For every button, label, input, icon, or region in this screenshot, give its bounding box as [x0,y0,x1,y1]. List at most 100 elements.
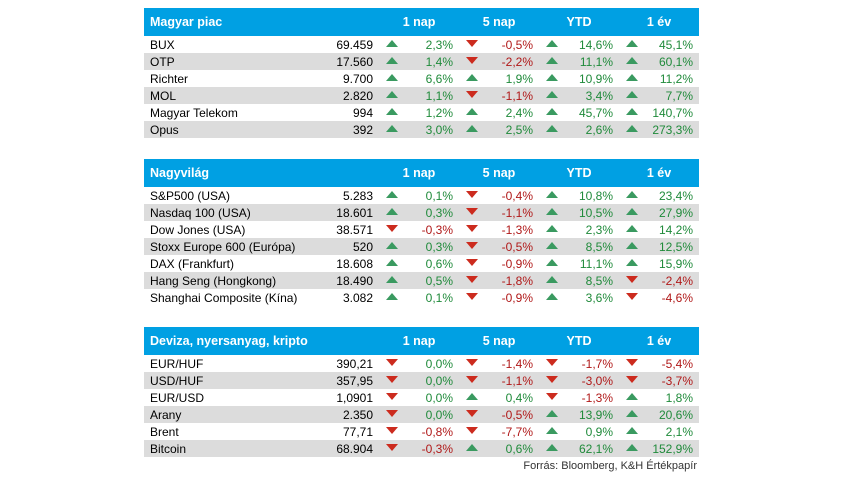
triangle-up-icon [386,125,399,132]
change-cell: 1,1% [379,87,459,104]
change-cell: 14,2% [619,221,699,238]
column-header: YTD [566,166,592,180]
change-value: 0,0% [425,356,454,371]
triangle-down-icon [386,444,399,451]
table-row: Richter 9.700 6,6% 1,9% 10,9% 11,2% [144,70,699,87]
instrument-value: 5.283 [342,188,373,203]
change-cell: -0,8% [379,423,459,440]
triangle-up-icon [626,444,639,451]
change-value: 0,3% [425,205,453,220]
table-row: Magyar Telekom 994 1,2% 2,4% 45,7% 140,7% [144,104,699,121]
triangle-down-icon [386,410,399,417]
instrument-value: 18.490 [336,273,373,288]
triangle-up-icon [546,410,559,417]
change-value: 8,5% [585,239,613,254]
triangle-up-icon [626,191,638,198]
change-cell: 7,7% [619,87,699,104]
change-cell: 0,6% [379,255,459,272]
triangle-up-icon [386,40,399,47]
table-row: DAX (Frankfurt) 18.608 0,6% -0,9% 11,1% 15,9% [144,255,699,272]
triangle-down-icon [466,293,478,300]
triangle-up-icon [466,125,479,132]
table-row: BUX 69.459 2,3% -0,5% 14,6% 45,1% [144,36,699,53]
triangle-up-icon [546,125,559,132]
change-value: -1,8% [501,273,533,288]
triangle-down-icon [386,359,399,366]
change-cell: 2,5% [459,121,539,138]
change-value: -1,3% [501,222,533,237]
market-section: Deviza, nyersanyag, kripto 1 nap 5 nap YTD 1… [144,327,700,457]
triangle-down-icon [466,225,478,232]
change-value: 0,4% [505,390,534,405]
column-header: 1 év [646,15,672,29]
change-cell: -1,3% [459,221,539,238]
change-cell: -1,3% [539,389,619,406]
triangle-down-icon [466,276,478,283]
triangle-up-icon [546,57,559,64]
change-value: 0,6% [425,256,453,271]
change-cell: -0,5% [459,238,539,255]
triangle-down-icon [386,225,398,232]
change-cell: 27,9% [619,204,699,221]
change-cell: -1,1% [459,87,539,104]
change-value: 10,8% [578,188,613,203]
change-cell: 10,5% [539,204,619,221]
triangle-up-icon [626,108,639,115]
change-cell: 1,8% [619,389,699,406]
instrument-value: 18.601 [336,205,373,220]
change-cell: 1,4% [379,53,459,70]
triangle-down-icon [386,427,399,434]
change-value: -3,0% [581,373,614,388]
table-row: MOL 2.820 1,1% -1,1% 3,4% 7,7% [144,87,700,104]
change-value: -3,7% [661,373,694,388]
change-cell: -1,1% [459,372,539,389]
change-cell: 11,2% [619,70,699,87]
triangle-up-icon [626,427,639,434]
instrument-value: 3.082 [342,290,373,305]
change-value: 2,3% [425,37,454,52]
instrument-name: MOL [150,88,177,103]
change-value: -0,3% [421,441,454,456]
instrument-name: BUX [150,37,175,52]
change-value: -0,4% [501,188,533,203]
change-value: 0,0% [425,390,454,405]
change-value: 2,6% [585,122,614,137]
triangle-up-icon [386,91,399,98]
table-row: S&P500 (USA) 5.283 0,1% -0,4% 10,8% 23,4% [144,187,699,204]
section-title: Nagyvilág [150,166,210,180]
table-row: Arany 2.350 0,0% -0,5% 13,9% 20,6% [144,406,700,423]
triangle-up-icon [386,259,398,266]
instrument-value: 520 [352,239,373,254]
instrument-value: 994 [352,105,374,120]
triangle-down-icon [626,293,638,300]
change-value: 8,5% [585,273,613,288]
instrument-name: Shanghai Composite (Kína) [150,290,298,305]
market-section: Nagyvilág 1 nap 5 nap YTD 1 év S&P500 (USA) 5.… [144,159,699,306]
triangle-up-icon [386,276,398,283]
change-value: 11,1% [579,54,614,69]
triangle-up-icon [546,427,559,434]
table-row: EUR/HUF 390,21 0,0% -1,4% -1,7% -5,4% [144,355,699,372]
market-table: Deviza, nyersanyag, kripto 1 nap 5 nap YTD 1… [144,327,700,457]
instrument-value: 77,71 [342,424,374,439]
change-cell: 2,3% [539,221,619,238]
change-value: -4,6% [661,290,693,305]
column-header: YTD [566,334,592,348]
table-row: Dow Jones (USA) 38.571 -0,3% -1,3% 2,3% 14,2% [144,221,699,238]
change-cell: -1,1% [459,204,539,221]
instrument-value: 392 [352,122,374,137]
change-cell: 3,0% [379,121,459,138]
instrument-value: 17.560 [336,54,374,69]
change-cell: 0,0% [379,372,459,389]
column-header: 1 nap [402,166,436,180]
change-cell: 3,6% [539,289,619,306]
instrument-name: Richter [150,71,189,86]
triangle-up-icon [626,225,638,232]
change-cell: 10,8% [539,187,619,204]
triangle-down-icon [626,376,639,383]
change-value: 3,4% [585,88,614,103]
change-value: 0,1% [425,290,453,305]
triangle-down-icon [466,410,479,417]
change-cell: 20,6% [619,406,699,423]
change-value: -0,9% [501,290,533,305]
